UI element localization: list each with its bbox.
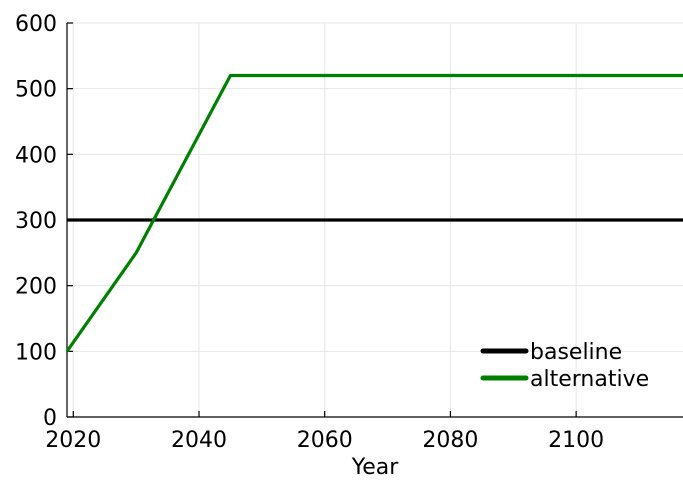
x-tick-label: 2020 bbox=[45, 428, 101, 453]
x-tick-label: 2080 bbox=[422, 428, 478, 453]
tick-labels: 2020 2040 2060 2080 2100 0 100 200 300 400 500 600 bbox=[15, 12, 604, 453]
x-axis-label: Year bbox=[351, 455, 400, 477]
x-tick-label: 2040 bbox=[171, 428, 227, 453]
y-tick-label: 300 bbox=[15, 209, 57, 234]
legend-label: alternative bbox=[530, 367, 649, 392]
x-tick-label: 2060 bbox=[297, 428, 353, 453]
x-tick-label: 2100 bbox=[548, 428, 604, 453]
y-tick-label: 200 bbox=[15, 275, 57, 300]
series-line-alternative bbox=[65, 73, 683, 353]
y-tick-label: 600 bbox=[15, 12, 57, 37]
y-tick-label: 500 bbox=[15, 78, 57, 103]
series bbox=[65, 73, 683, 353]
y-tick-label: 400 bbox=[15, 143, 57, 168]
legend-label: baseline bbox=[530, 340, 622, 365]
y-tick-label: 0 bbox=[43, 406, 57, 431]
y-tick-label: 100 bbox=[15, 340, 57, 365]
